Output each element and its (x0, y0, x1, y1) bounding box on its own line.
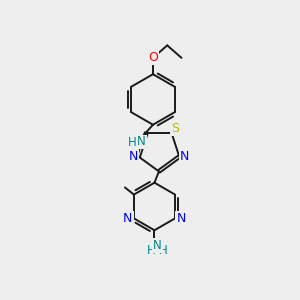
Text: H: H (147, 244, 156, 257)
Text: H: H (128, 136, 136, 149)
Text: N: N (153, 239, 162, 252)
Text: N: N (128, 150, 138, 163)
Text: N: N (180, 150, 189, 163)
Text: H: H (158, 244, 167, 257)
Text: O: O (148, 51, 158, 64)
Text: N: N (137, 136, 146, 148)
Text: N: N (176, 212, 186, 225)
Text: S: S (171, 122, 179, 135)
Text: N: N (123, 212, 133, 225)
